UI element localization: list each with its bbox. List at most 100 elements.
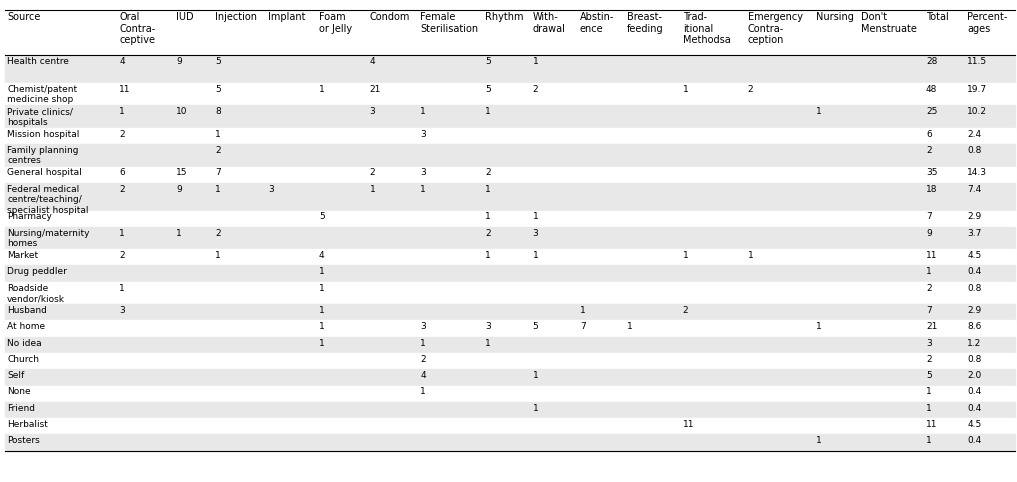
Text: None: None bbox=[7, 388, 31, 397]
Text: 1: 1 bbox=[119, 229, 125, 238]
Text: 10.2: 10.2 bbox=[967, 107, 988, 117]
Text: 18: 18 bbox=[925, 185, 938, 194]
Text: Breast-
feeding: Breast- feeding bbox=[627, 12, 664, 34]
Text: Condom: Condom bbox=[369, 12, 410, 22]
Text: 1: 1 bbox=[369, 185, 375, 194]
Text: 1: 1 bbox=[816, 436, 822, 445]
Text: 5: 5 bbox=[215, 85, 221, 94]
Text: 5: 5 bbox=[485, 57, 491, 67]
Text: 1: 1 bbox=[485, 339, 491, 348]
Text: 2.9: 2.9 bbox=[967, 213, 981, 221]
Bar bbox=[5, 183, 1015, 211]
Text: 1: 1 bbox=[420, 185, 426, 194]
Text: Trad-
itional
Methodsa: Trad- itional Methodsa bbox=[682, 12, 730, 45]
Bar bbox=[5, 249, 1015, 266]
Text: 3: 3 bbox=[925, 339, 932, 348]
Text: 1: 1 bbox=[925, 268, 932, 276]
Text: 2: 2 bbox=[119, 130, 125, 139]
Text: 11.5: 11.5 bbox=[967, 57, 988, 67]
Text: 4.5: 4.5 bbox=[967, 420, 981, 429]
Text: 2: 2 bbox=[215, 146, 221, 155]
Text: 25: 25 bbox=[925, 107, 938, 117]
Bar bbox=[5, 304, 1015, 321]
Text: 7: 7 bbox=[215, 169, 221, 177]
Text: 2: 2 bbox=[925, 284, 932, 293]
Text: 11: 11 bbox=[119, 85, 131, 94]
Text: 1: 1 bbox=[420, 388, 426, 397]
Text: 5: 5 bbox=[215, 57, 221, 67]
Text: General hospital: General hospital bbox=[7, 169, 81, 177]
Text: 1: 1 bbox=[319, 322, 324, 331]
Text: 3: 3 bbox=[533, 229, 538, 238]
Bar bbox=[5, 211, 1015, 227]
Text: 4: 4 bbox=[119, 57, 125, 67]
Text: 1: 1 bbox=[319, 284, 324, 293]
Text: 2: 2 bbox=[119, 185, 125, 194]
Text: 2.0: 2.0 bbox=[967, 371, 981, 380]
Text: Roadside
vendor/kiosk: Roadside vendor/kiosk bbox=[7, 284, 65, 303]
Text: Market: Market bbox=[7, 251, 39, 260]
Bar bbox=[5, 128, 1015, 144]
Bar bbox=[5, 83, 1015, 106]
Text: Mission hospital: Mission hospital bbox=[7, 130, 79, 139]
Text: Family planning
centres: Family planning centres bbox=[7, 146, 78, 165]
Text: 1.2: 1.2 bbox=[967, 339, 981, 348]
Text: 9: 9 bbox=[925, 229, 932, 238]
Text: 4: 4 bbox=[420, 371, 426, 380]
Text: 11: 11 bbox=[925, 251, 938, 260]
Text: Church: Church bbox=[7, 355, 39, 364]
Bar bbox=[5, 266, 1015, 282]
Text: Emergency
Contra-
ception: Emergency Contra- ception bbox=[747, 12, 802, 45]
Text: Total: Total bbox=[925, 12, 949, 22]
Text: 2: 2 bbox=[533, 85, 538, 94]
Text: 0.4: 0.4 bbox=[967, 268, 981, 276]
Text: 2: 2 bbox=[119, 251, 125, 260]
Text: 1: 1 bbox=[119, 107, 125, 117]
Text: 11: 11 bbox=[682, 420, 695, 429]
Text: 21: 21 bbox=[925, 322, 938, 331]
Text: 28: 28 bbox=[925, 57, 938, 67]
Text: 2: 2 bbox=[747, 85, 754, 94]
Text: 1: 1 bbox=[420, 339, 426, 348]
Text: 3: 3 bbox=[485, 322, 491, 331]
Bar bbox=[5, 227, 1015, 249]
Text: 3: 3 bbox=[420, 130, 426, 139]
Text: No idea: No idea bbox=[7, 339, 42, 348]
Text: 2: 2 bbox=[925, 355, 932, 364]
Text: 4: 4 bbox=[319, 251, 324, 260]
Text: 14.3: 14.3 bbox=[967, 169, 988, 177]
Text: 2: 2 bbox=[682, 306, 689, 315]
Text: 10: 10 bbox=[176, 107, 187, 117]
Text: 0.8: 0.8 bbox=[967, 284, 981, 293]
Text: 7: 7 bbox=[925, 213, 932, 221]
Text: Don't
Menstruate: Don't Menstruate bbox=[861, 12, 917, 34]
Text: 6: 6 bbox=[119, 169, 125, 177]
Text: 15: 15 bbox=[176, 169, 187, 177]
Bar bbox=[5, 434, 1015, 451]
Text: 1: 1 bbox=[682, 251, 689, 260]
Text: 1: 1 bbox=[485, 185, 491, 194]
Bar bbox=[5, 10, 1015, 55]
Text: 1: 1 bbox=[215, 251, 221, 260]
Text: 1: 1 bbox=[119, 284, 125, 293]
Text: 0.4: 0.4 bbox=[967, 404, 981, 413]
Text: 1: 1 bbox=[533, 404, 538, 413]
Text: 0.4: 0.4 bbox=[967, 388, 981, 397]
Text: 2.4: 2.4 bbox=[967, 130, 981, 139]
Text: 7: 7 bbox=[580, 322, 586, 331]
Bar bbox=[5, 386, 1015, 402]
Text: 1: 1 bbox=[627, 322, 633, 331]
Text: 1: 1 bbox=[925, 436, 932, 445]
Bar bbox=[5, 402, 1015, 418]
Text: 2: 2 bbox=[215, 229, 221, 238]
Text: 0.8: 0.8 bbox=[967, 355, 981, 364]
Text: Foam
or Jelly: Foam or Jelly bbox=[319, 12, 352, 34]
Text: 1: 1 bbox=[215, 185, 221, 194]
Text: 5: 5 bbox=[925, 371, 932, 380]
Text: Chemist/patent
medicine shop: Chemist/patent medicine shop bbox=[7, 85, 77, 105]
Text: 8: 8 bbox=[215, 107, 221, 117]
Text: Private clinics/
hospitals: Private clinics/ hospitals bbox=[7, 107, 73, 127]
Text: 7: 7 bbox=[925, 306, 932, 315]
Text: 1: 1 bbox=[925, 404, 932, 413]
Text: 9: 9 bbox=[176, 57, 182, 67]
